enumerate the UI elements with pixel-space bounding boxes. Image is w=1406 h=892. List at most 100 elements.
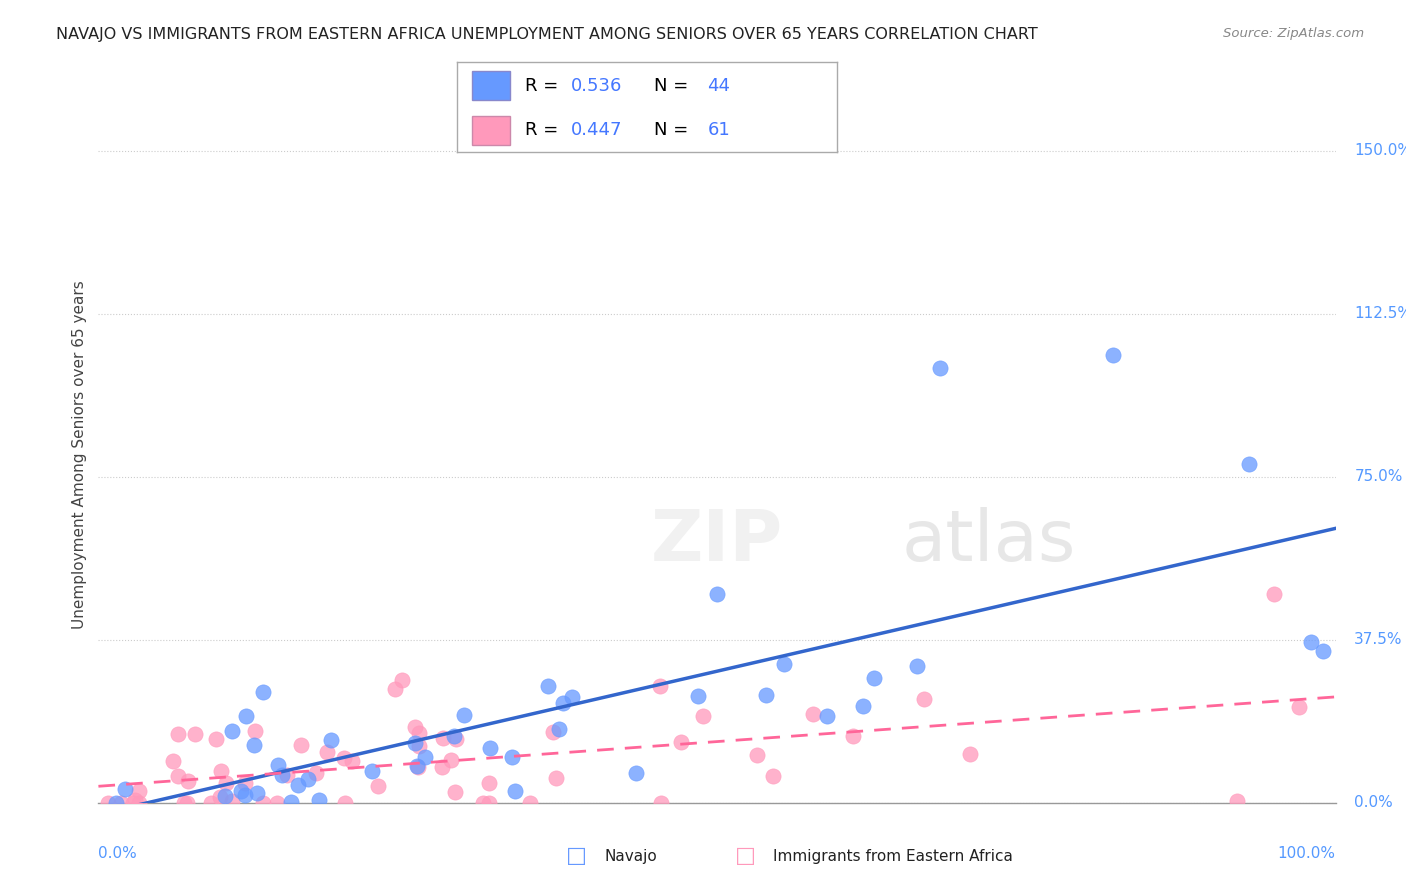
Point — [121, 796, 143, 810]
Text: □: □ — [735, 847, 755, 866]
Point — [478, 796, 501, 810]
Point — [305, 766, 328, 780]
Text: 150.0%: 150.0% — [1354, 143, 1406, 158]
Text: 0.0%: 0.0% — [98, 847, 138, 862]
Text: N =: N = — [654, 121, 695, 139]
Point — [553, 696, 575, 710]
Point — [404, 720, 426, 734]
Point — [405, 759, 427, 773]
Point — [361, 764, 384, 778]
Point — [624, 766, 647, 780]
Point — [519, 796, 541, 810]
Point — [124, 793, 146, 807]
Point — [453, 707, 475, 722]
Point — [1299, 635, 1322, 649]
Point — [1237, 457, 1260, 471]
Point — [404, 736, 426, 750]
Text: R =: R = — [526, 77, 564, 95]
Text: Immigrants from Eastern Africa: Immigrants from Eastern Africa — [773, 849, 1014, 863]
Point — [173, 796, 195, 810]
Point — [561, 690, 583, 704]
Point — [162, 754, 184, 768]
Point — [319, 733, 342, 747]
Text: 75.0%: 75.0% — [1354, 469, 1403, 484]
Point — [762, 769, 785, 783]
Point — [544, 771, 567, 785]
Point — [688, 689, 710, 703]
Point — [333, 796, 356, 810]
Y-axis label: Unemployment Among Seniors over 65 years: Unemployment Among Seniors over 65 years — [72, 281, 87, 629]
Point — [128, 796, 150, 810]
Point — [801, 707, 824, 722]
Text: atlas: atlas — [903, 508, 1077, 576]
Point — [271, 768, 294, 782]
Text: ZIP: ZIP — [651, 508, 783, 576]
Text: □: □ — [567, 847, 586, 866]
Point — [706, 587, 728, 601]
Point — [444, 785, 467, 799]
Point — [233, 789, 256, 803]
Point — [280, 795, 302, 809]
Point — [669, 735, 692, 749]
Text: 112.5%: 112.5% — [1354, 306, 1406, 321]
Text: NAVAJO VS IMMIGRANTS FROM EASTERN AFRICA UNEMPLOYMENT AMONG SENIORS OVER 65 YEAR: NAVAJO VS IMMIGRANTS FROM EASTERN AFRICA… — [56, 27, 1038, 42]
Text: 0.0%: 0.0% — [1354, 796, 1393, 810]
Point — [928, 360, 950, 375]
Point — [408, 760, 430, 774]
Point — [1312, 643, 1334, 657]
Point — [252, 796, 274, 810]
Point — [862, 671, 884, 685]
Point — [408, 739, 430, 754]
Point — [297, 772, 319, 786]
Point — [413, 750, 436, 764]
Text: 44: 44 — [707, 77, 731, 95]
Point — [209, 764, 232, 779]
Point — [167, 768, 190, 782]
Point — [503, 783, 526, 797]
Point — [308, 792, 330, 806]
Point — [97, 796, 120, 810]
Point — [773, 657, 796, 671]
Point — [204, 732, 226, 747]
Point — [167, 727, 190, 741]
FancyBboxPatch shape — [472, 71, 510, 100]
Point — [478, 776, 501, 790]
Point — [842, 729, 865, 743]
Text: R =: R = — [526, 121, 564, 139]
Point — [501, 750, 523, 764]
Point — [548, 722, 571, 736]
Text: 37.5%: 37.5% — [1354, 632, 1403, 648]
Point — [252, 685, 274, 699]
Point — [243, 738, 266, 752]
Text: 0.447: 0.447 — [571, 121, 623, 139]
Point — [114, 781, 136, 796]
Point — [755, 689, 778, 703]
Point — [267, 757, 290, 772]
Point — [905, 658, 928, 673]
Point — [1226, 794, 1249, 808]
Point — [446, 731, 468, 746]
Point — [959, 747, 981, 761]
Point — [851, 699, 873, 714]
Point — [747, 748, 769, 763]
Point — [478, 741, 501, 756]
Point — [215, 776, 238, 790]
Point — [340, 755, 363, 769]
Point — [235, 708, 257, 723]
Point — [229, 783, 252, 797]
Text: Navajo: Navajo — [605, 849, 658, 863]
Point — [104, 796, 127, 810]
Point — [391, 673, 413, 687]
Point — [333, 751, 356, 765]
Point — [266, 796, 288, 810]
Point — [384, 681, 406, 696]
Point — [1288, 700, 1310, 714]
Point — [200, 796, 222, 810]
Point — [235, 776, 257, 790]
Point — [367, 779, 389, 793]
Point — [912, 692, 935, 706]
Text: Source: ZipAtlas.com: Source: ZipAtlas.com — [1223, 27, 1364, 40]
Point — [650, 796, 672, 810]
Point — [208, 790, 231, 805]
Point — [692, 709, 714, 723]
